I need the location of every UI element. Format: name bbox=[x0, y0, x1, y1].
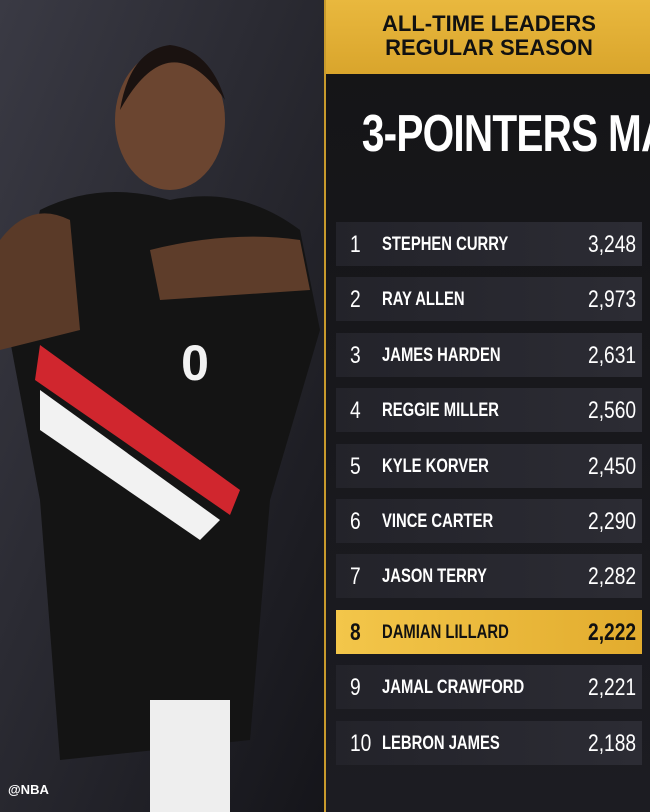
leader-row: 10 LEBRON JAMES 2,188 bbox=[336, 720, 642, 765]
header: ALL-TIME LEADERS REGULAR SEASON bbox=[326, 0, 650, 74]
leader-row: 4 REGGIE MILLER 2,560 bbox=[336, 388, 642, 433]
player-name: JAMES HARDEN bbox=[382, 344, 501, 366]
rank: 3 bbox=[350, 341, 361, 369]
player-name: KYLE KORVER bbox=[382, 455, 489, 477]
title: 3-POINTERS MADE bbox=[361, 105, 650, 163]
leader-row: 1 STEPHEN CURRY 3,248 bbox=[336, 222, 642, 266]
header-line: ALL-TIME LEADERS bbox=[382, 11, 596, 36]
three-pointers: 2,222 bbox=[587, 618, 636, 646]
svg-text:0: 0 bbox=[181, 335, 209, 391]
three-pointers: 2,290 bbox=[587, 508, 636, 535]
rank: 10 bbox=[350, 729, 372, 757]
player-name: STEPHEN CURRY bbox=[382, 234, 509, 255]
credit: @NBA bbox=[8, 782, 49, 797]
rank: 8 bbox=[350, 618, 361, 646]
rank: 4 bbox=[350, 397, 361, 425]
header-line: REGULAR SEASON bbox=[385, 35, 593, 60]
three-pointers: 2,188 bbox=[587, 729, 636, 757]
rank: 5 bbox=[350, 452, 361, 480]
rank: 7 bbox=[350, 563, 361, 591]
player-name: JASON TERRY bbox=[382, 566, 487, 588]
player-name: RAY ALLEN bbox=[382, 289, 465, 311]
three-pointers: 2,631 bbox=[587, 341, 636, 369]
three-pointers: 3,248 bbox=[587, 231, 636, 258]
three-pointers: 2,282 bbox=[587, 563, 636, 591]
three-pointers: 2,973 bbox=[587, 286, 636, 314]
player-name: REGGIE MILLER bbox=[382, 400, 499, 422]
rank: 9 bbox=[350, 674, 361, 702]
leader-row: 5 KYLE KORVER 2,450 bbox=[336, 443, 642, 488]
three-pointers: 2,221 bbox=[587, 674, 636, 702]
three-pointers: 2,560 bbox=[587, 397, 636, 425]
leader-row: 8 DAMIAN LILLARD 2,222 bbox=[336, 609, 642, 654]
rank: 6 bbox=[350, 508, 361, 535]
rank: 1 bbox=[350, 231, 361, 258]
player-name: DAMIAN LILLARD bbox=[382, 621, 509, 643]
rank: 2 bbox=[350, 286, 361, 314]
leader-row: 3 JAMES HARDEN 2,631 bbox=[336, 332, 642, 377]
player-photo: 0 bbox=[0, 0, 324, 812]
player-name: VINCE CARTER bbox=[382, 511, 494, 532]
leader-row: 6 VINCE CARTER 2,290 bbox=[336, 499, 642, 543]
leader-row: 2 RAY ALLEN 2,973 bbox=[336, 277, 642, 322]
leader-row: 9 JAMAL CRAWFORD 2,221 bbox=[336, 665, 642, 710]
leader-row: 7 JASON TERRY 2,282 bbox=[336, 554, 642, 599]
leaders-panel: ALL-TIME LEADERS REGULAR SEASON 3-POINTE… bbox=[324, 0, 650, 812]
three-pointers: 2,450 bbox=[587, 452, 636, 480]
player-name: JAMAL CRAWFORD bbox=[382, 677, 525, 699]
player-name: LEBRON JAMES bbox=[382, 732, 500, 754]
